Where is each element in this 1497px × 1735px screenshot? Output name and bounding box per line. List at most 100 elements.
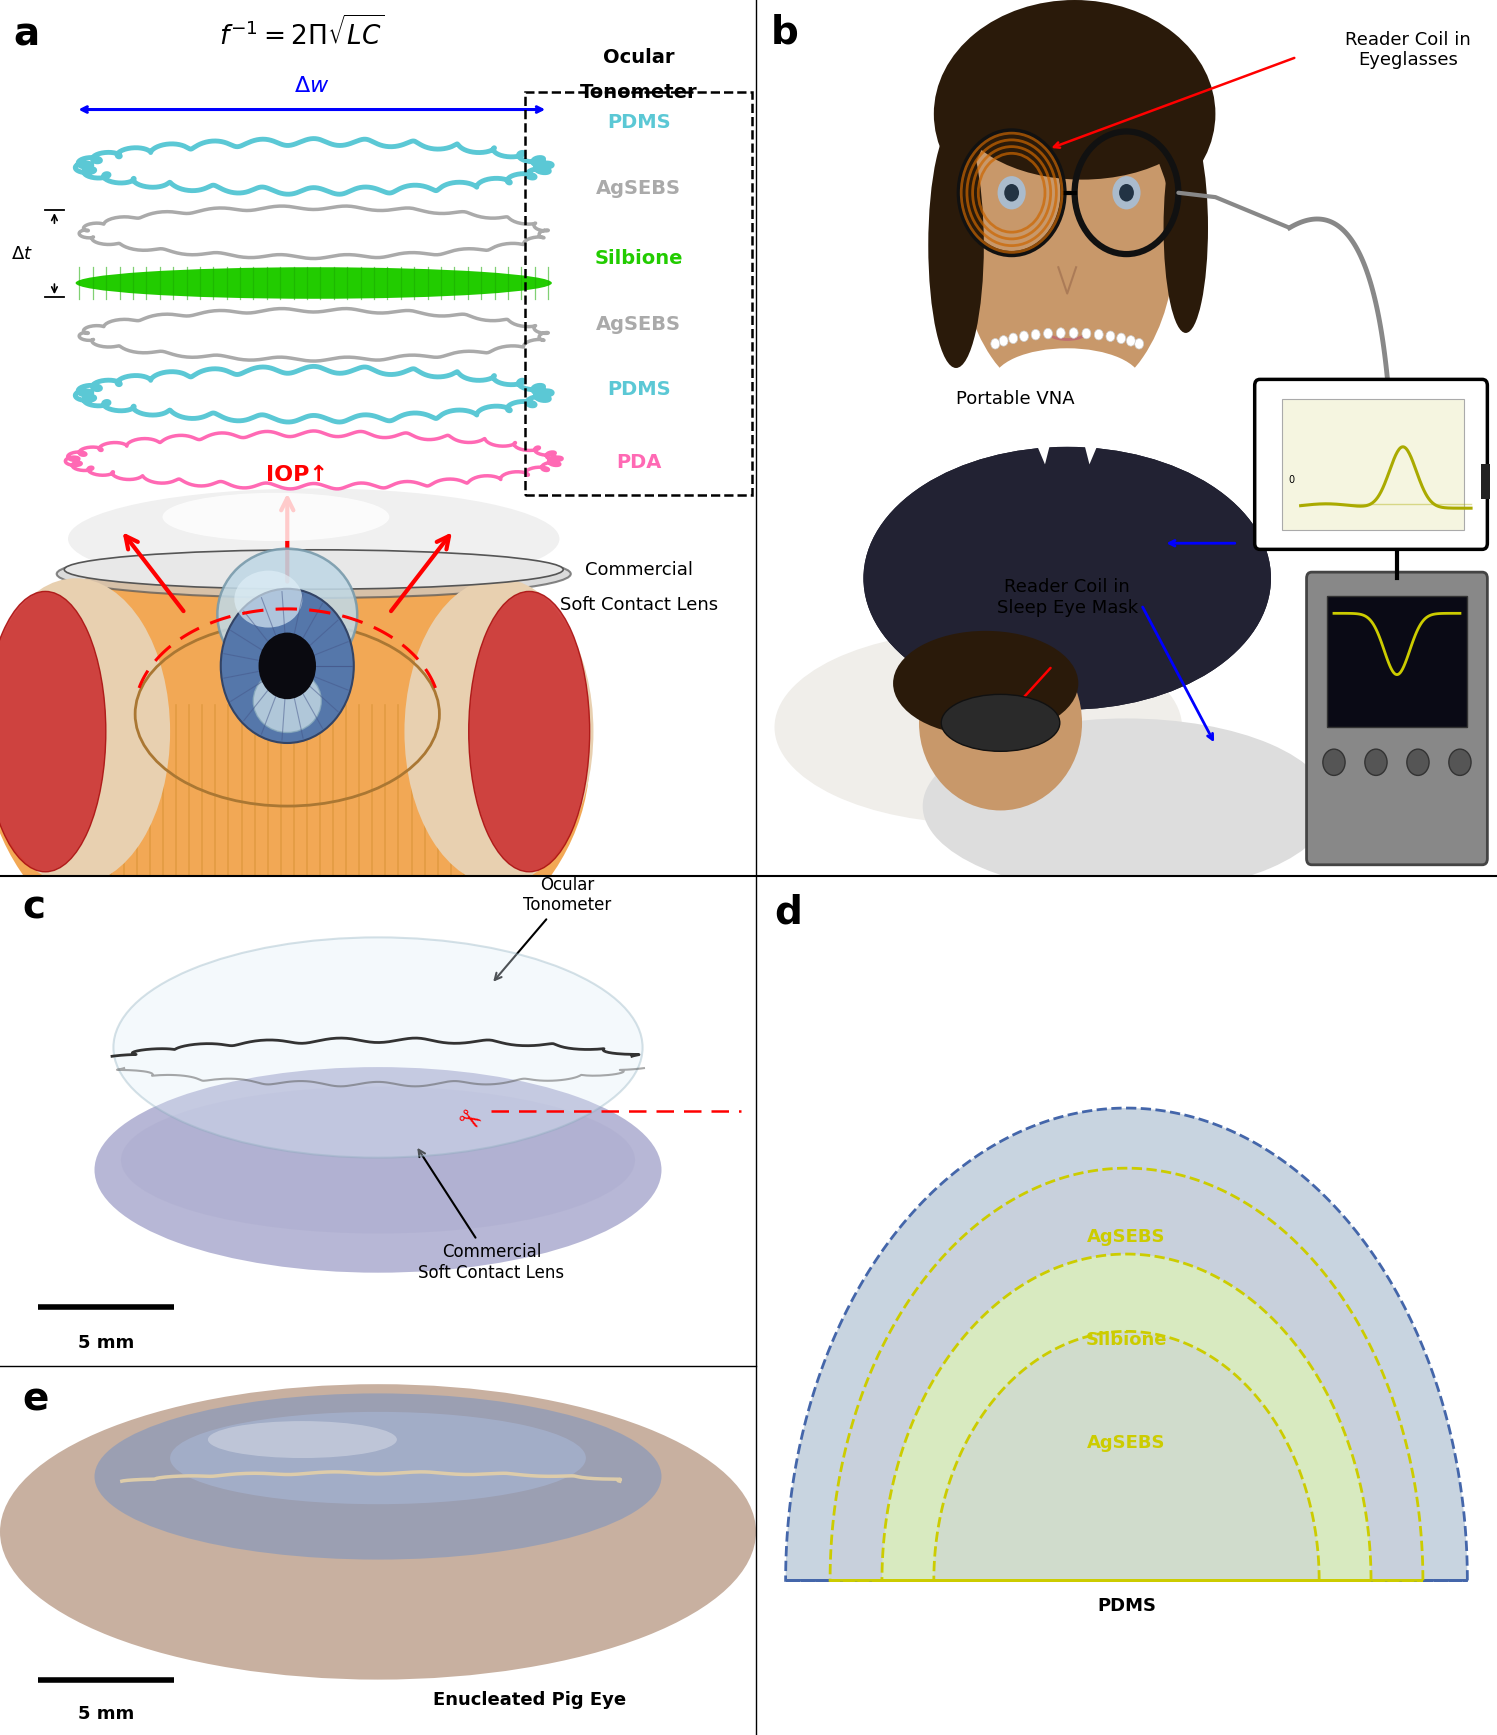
Ellipse shape: [997, 184, 1027, 203]
Ellipse shape: [469, 592, 590, 871]
Ellipse shape: [864, 448, 1271, 710]
Text: e: e: [22, 1381, 49, 1419]
Text: PDMS: PDMS: [606, 380, 671, 399]
Text: AgSEBS: AgSEBS: [596, 179, 681, 198]
Text: PDMS: PDMS: [606, 113, 671, 132]
Circle shape: [1126, 335, 1135, 345]
Ellipse shape: [774, 632, 1183, 824]
Text: Soft Contact Lens: Soft Contact Lens: [560, 595, 719, 614]
Circle shape: [1323, 750, 1346, 776]
Text: Tonometer: Tonometer: [579, 83, 698, 102]
Ellipse shape: [94, 1393, 662, 1560]
Circle shape: [1019, 331, 1028, 342]
Text: 5 mm: 5 mm: [78, 1334, 133, 1352]
Ellipse shape: [0, 578, 171, 885]
FancyBboxPatch shape: [1254, 380, 1488, 550]
Ellipse shape: [64, 550, 563, 590]
Ellipse shape: [1163, 123, 1208, 333]
Polygon shape: [882, 1254, 1371, 1581]
Circle shape: [220, 588, 353, 743]
Ellipse shape: [934, 0, 1216, 227]
Ellipse shape: [222, 625, 353, 682]
Text: $\Delta w$: $\Delta w$: [293, 76, 329, 97]
Ellipse shape: [942, 694, 1060, 751]
Circle shape: [1106, 331, 1115, 342]
Circle shape: [1365, 750, 1388, 776]
Text: b: b: [771, 14, 799, 50]
Text: ✂: ✂: [452, 1103, 487, 1138]
Circle shape: [998, 335, 1007, 345]
Ellipse shape: [960, 87, 1175, 403]
Text: PDMS: PDMS: [1097, 1598, 1156, 1615]
Text: PDA: PDA: [617, 453, 662, 472]
Polygon shape: [934, 1331, 1319, 1581]
Circle shape: [1112, 177, 1141, 210]
Circle shape: [1117, 333, 1126, 344]
Circle shape: [1120, 184, 1133, 201]
Polygon shape: [1388, 434, 1428, 486]
Text: 5 mm: 5 mm: [78, 1706, 133, 1723]
Text: AgSEBS: AgSEBS: [596, 314, 681, 333]
Text: Ocular
Tonometer: Ocular Tonometer: [494, 876, 611, 980]
Text: Reader Coil in
Sleep Eye Mask: Reader Coil in Sleep Eye Mask: [997, 578, 1138, 618]
Ellipse shape: [993, 349, 1141, 415]
Text: Ocular: Ocular: [603, 49, 675, 68]
Circle shape: [259, 633, 316, 699]
Ellipse shape: [208, 1421, 397, 1457]
Ellipse shape: [121, 1086, 635, 1234]
Text: Commercial
Soft Contact Lens: Commercial Soft Contact Lens: [418, 1150, 564, 1282]
Text: c: c: [22, 888, 46, 926]
Bar: [1281, 399, 1464, 531]
Ellipse shape: [253, 670, 322, 732]
Text: AgSEBS: AgSEBS: [1087, 1228, 1166, 1246]
Text: $f^{-1} = 2\Pi\sqrt{LC}$: $f^{-1} = 2\Pi\sqrt{LC}$: [220, 16, 385, 50]
Ellipse shape: [76, 267, 552, 298]
Ellipse shape: [1112, 184, 1141, 203]
Circle shape: [1069, 328, 1078, 338]
Text: Alert for Ocular
Hypertension: Alert for Ocular Hypertension: [1307, 385, 1464, 425]
Circle shape: [1004, 184, 1019, 201]
Ellipse shape: [163, 493, 389, 541]
Polygon shape: [1067, 376, 1127, 465]
Circle shape: [1082, 328, 1091, 338]
Ellipse shape: [0, 1385, 756, 1679]
Text: Silbione: Silbione: [594, 248, 683, 267]
Bar: [1481, 465, 1490, 500]
Text: Enucleated Pig Eye: Enucleated Pig Eye: [433, 1690, 626, 1709]
Ellipse shape: [957, 31, 1208, 180]
Circle shape: [1094, 330, 1103, 340]
Ellipse shape: [0, 517, 590, 999]
Text: AgSEBS: AgSEBS: [1087, 1435, 1166, 1452]
Ellipse shape: [57, 550, 570, 599]
Text: 0: 0: [1287, 475, 1293, 486]
Ellipse shape: [67, 489, 560, 590]
Circle shape: [1031, 330, 1040, 340]
Text: Commercial: Commercial: [585, 560, 693, 579]
Circle shape: [1135, 338, 1144, 349]
Bar: [1326, 595, 1467, 727]
Circle shape: [1057, 328, 1066, 338]
Text: Reader Coil in
Eyeglasses: Reader Coil in Eyeglasses: [1346, 31, 1472, 69]
Ellipse shape: [114, 937, 642, 1157]
Circle shape: [1407, 750, 1430, 776]
Ellipse shape: [171, 1412, 585, 1504]
Circle shape: [997, 177, 1025, 210]
Text: a: a: [13, 16, 40, 54]
Text: IOP↑: IOP↑: [266, 465, 328, 484]
Circle shape: [1449, 750, 1472, 776]
Polygon shape: [1007, 376, 1067, 465]
Ellipse shape: [235, 571, 302, 628]
Ellipse shape: [217, 548, 358, 680]
Text: $\Delta t$: $\Delta t$: [12, 245, 33, 262]
Text: Portable VNA: Portable VNA: [957, 390, 1075, 408]
Ellipse shape: [928, 123, 984, 368]
Text: d: d: [774, 894, 802, 932]
Text: 20 μm: 20 μm: [835, 1709, 898, 1726]
Ellipse shape: [864, 448, 1271, 710]
Ellipse shape: [922, 718, 1331, 894]
Ellipse shape: [0, 592, 106, 871]
Bar: [1037, 290, 1097, 394]
Polygon shape: [829, 1168, 1424, 1581]
Polygon shape: [786, 1109, 1467, 1581]
Circle shape: [1043, 328, 1052, 338]
